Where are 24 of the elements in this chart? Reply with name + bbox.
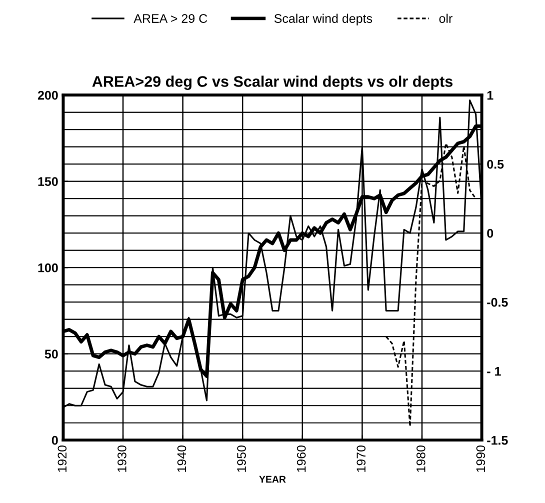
y-tick-label: 100	[38, 263, 58, 272]
y-tick-label: 0	[52, 436, 58, 445]
x-tick-label: 1980	[416, 445, 426, 472]
legend-label: olr	[439, 14, 452, 23]
x-axis-title: YEAR	[259, 476, 286, 483]
y2-tick-label: - 1	[487, 367, 501, 376]
x-tick-label: 1970	[356, 445, 366, 472]
x-tick-label: 1920	[58, 445, 67, 472]
y2-tick-label: 0.5	[487, 160, 504, 169]
y-tick-label: 200	[38, 90, 58, 100]
y2-tick-label: 1	[487, 90, 494, 100]
chart-title: AREA>29 deg C vs Scalar wind depts vs olr depts	[92, 76, 453, 90]
y2-tick-label: 0	[487, 228, 494, 238]
y2-tick-label: -0.5	[487, 298, 508, 307]
x-tick-label: 1960	[296, 445, 306, 472]
legend-label: Scalar wind depts	[274, 14, 372, 26]
y-tick-label: 150	[38, 177, 58, 186]
x-tick-label: 1930	[118, 445, 126, 472]
x-tick-label: 1990	[476, 445, 486, 472]
x-tick-label: 1940	[177, 445, 186, 472]
y-tick-label: 50	[44, 350, 58, 359]
x-tick-label: 1950	[237, 445, 246, 472]
legend-label: AREA > 29 C	[134, 14, 208, 23]
y2-tick-label: -1.5	[487, 436, 508, 445]
